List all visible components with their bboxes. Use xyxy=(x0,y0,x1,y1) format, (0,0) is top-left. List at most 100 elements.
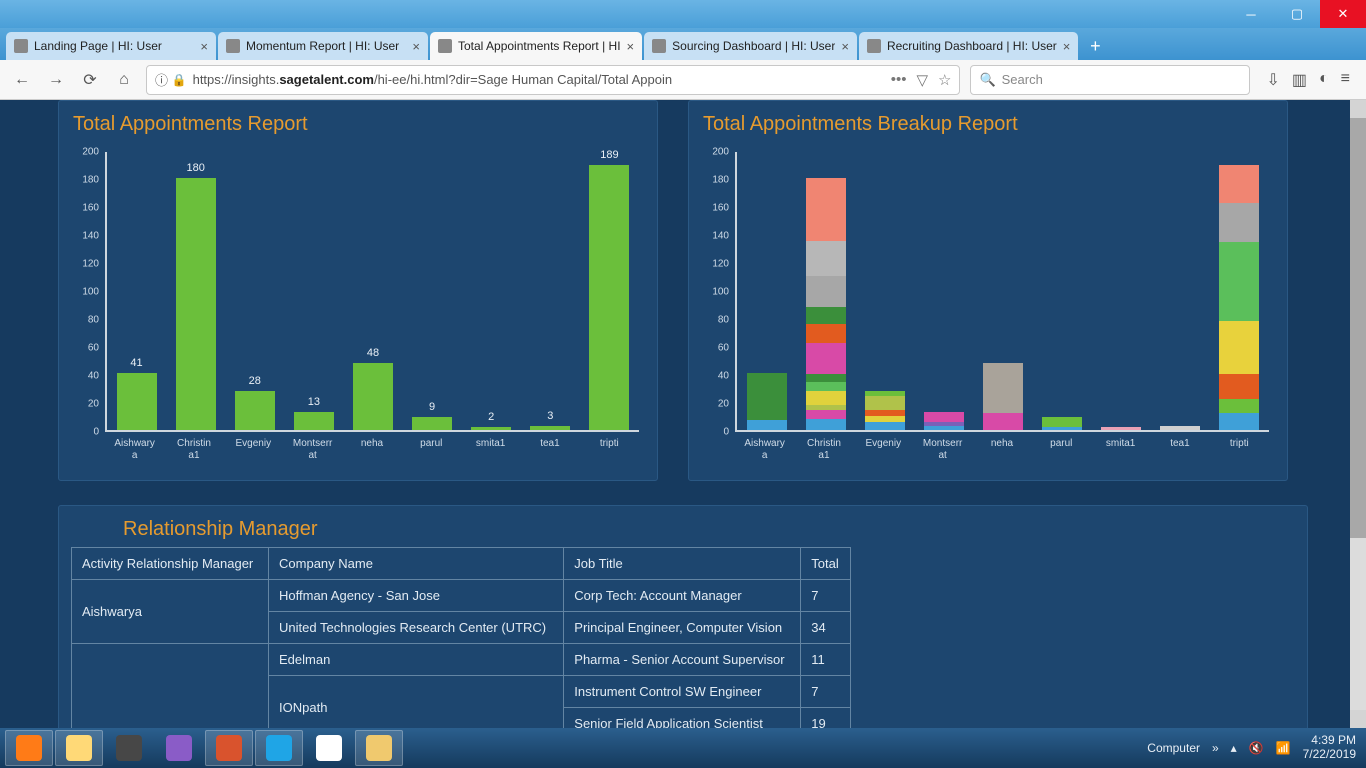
bar[interactable]: 13 xyxy=(294,412,334,430)
taskbar-app-viber[interactable] xyxy=(155,730,203,766)
maximize-button[interactable]: ▢ xyxy=(1274,0,1320,28)
taskbar-app-sublime[interactable] xyxy=(105,730,153,766)
bar[interactable]: 2 xyxy=(471,427,511,430)
cell-job: Corp Tech: Account Manager xyxy=(564,580,801,612)
page-scrollbar[interactable] xyxy=(1350,100,1366,728)
star-icon[interactable]: ☆ xyxy=(938,71,951,89)
stacked-bar[interactable] xyxy=(747,373,787,430)
x-tick: tripti xyxy=(1211,434,1267,472)
y-tick: 60 xyxy=(88,343,99,354)
menu-icon[interactable]: ≡ xyxy=(1341,70,1350,90)
tab-close-icon[interactable]: × xyxy=(412,39,420,54)
bar-segment xyxy=(747,420,787,430)
downloads-icon[interactable]: ⇩ xyxy=(1266,70,1279,90)
scroll-thumb[interactable] xyxy=(1350,118,1366,538)
taskbar-app-firefox[interactable] xyxy=(5,730,53,766)
browser-tab[interactable]: Total Appointments Report | HI× xyxy=(430,32,642,60)
bar-segment xyxy=(1042,417,1082,427)
tray-up-icon[interactable]: ▴ xyxy=(1231,741,1237,755)
tray-more-icon[interactable]: » xyxy=(1212,741,1219,755)
cell-total: 11 xyxy=(801,644,851,676)
bar-segment xyxy=(747,373,787,421)
bar[interactable]: 3 xyxy=(530,426,570,430)
library-icon[interactable]: ▥ xyxy=(1292,70,1307,90)
stacked-bar[interactable] xyxy=(1101,427,1141,430)
network-icon[interactable]: 📶 xyxy=(1276,741,1291,755)
table-row: AishwaryaHoffman Agency - San JoseCorp T… xyxy=(72,580,851,612)
bar-segment xyxy=(1219,242,1259,320)
window-titlebar: ─ ▢ ✕ xyxy=(0,0,1366,28)
cell-total: 34 xyxy=(801,612,851,644)
bar[interactable]: 189 xyxy=(589,165,629,430)
x-tick: Christina1 xyxy=(796,434,852,472)
bar-segment xyxy=(1042,427,1082,430)
y-tick: 200 xyxy=(82,147,99,158)
tray-label[interactable]: Computer xyxy=(1147,741,1200,755)
bar[interactable]: 28 xyxy=(235,391,275,430)
stacked-bar[interactable] xyxy=(983,363,1023,430)
favicon xyxy=(14,39,28,53)
tab-close-icon[interactable]: × xyxy=(1063,39,1071,54)
bar[interactable]: 48 xyxy=(353,363,393,430)
browser-tab[interactable]: Momentum Report | HI: User × xyxy=(218,32,428,60)
bar-segment xyxy=(865,422,905,430)
y-tick: 100 xyxy=(712,287,729,298)
stacked-bar[interactable] xyxy=(1042,417,1082,430)
back-button[interactable]: ← xyxy=(10,68,34,92)
taskbar-app-explorer[interactable] xyxy=(55,730,103,766)
taskbar-app-skype[interactable] xyxy=(255,730,303,766)
reload-button[interactable]: ⟳ xyxy=(78,68,102,92)
panel-total-appointments: Total Appointments Report 02040608010012… xyxy=(58,100,658,481)
bar-value: 180 xyxy=(186,162,204,174)
y-tick: 120 xyxy=(82,259,99,270)
url-bar[interactable]: ⓘ 🔒 https://insights.sagetalent.com/hi-e… xyxy=(146,65,960,95)
table-header: Activity Relationship Manager xyxy=(72,548,269,580)
tab-close-icon[interactable]: × xyxy=(627,39,635,54)
tab-close-icon[interactable]: × xyxy=(841,39,849,54)
y-tick: 80 xyxy=(718,315,729,326)
stacked-bar[interactable] xyxy=(924,412,964,430)
stacked-bar[interactable] xyxy=(806,178,846,430)
scroll-up[interactable] xyxy=(1350,100,1366,118)
stacked-bar[interactable] xyxy=(1219,165,1259,430)
more-icon[interactable]: ••• xyxy=(891,71,907,89)
new-tab-button[interactable]: + xyxy=(1080,32,1110,60)
bar[interactable]: 41 xyxy=(117,373,157,430)
taskbar-app-powerpoint[interactable] xyxy=(205,730,253,766)
browser-tab[interactable]: Landing Page | HI: User× xyxy=(6,32,216,60)
bar-segment xyxy=(806,374,846,382)
taskbar-app-chrome[interactable] xyxy=(305,730,353,766)
scroll-down[interactable] xyxy=(1350,710,1366,728)
bar-value: 9 xyxy=(429,401,435,413)
x-tick: neha xyxy=(344,434,400,472)
cell-company: Edelman xyxy=(269,644,564,676)
forward-button[interactable]: → xyxy=(44,68,68,92)
bar[interactable]: 9 xyxy=(412,417,452,430)
x-tick: tea1 xyxy=(1152,434,1208,472)
search-placeholder: Search xyxy=(1002,72,1043,87)
minimize-button[interactable]: ─ xyxy=(1228,0,1274,28)
shield-icon[interactable]: ▽ xyxy=(916,71,928,89)
chart2-title: Total Appointments Breakup Report xyxy=(703,113,1275,136)
y-tick: 180 xyxy=(712,175,729,186)
browser-tab[interactable]: Sourcing Dashboard | HI: User× xyxy=(644,32,857,60)
pocket-icon[interactable]: ◐ xyxy=(1319,70,1329,90)
tab-close-icon[interactable]: × xyxy=(200,39,208,54)
bar[interactable]: 180 xyxy=(176,178,216,430)
taskbar-app-outlook[interactable] xyxy=(355,730,403,766)
tab-title: Momentum Report | HI: User xyxy=(246,39,406,53)
bar-segment xyxy=(806,241,846,276)
x-tick: smita1 xyxy=(463,434,519,472)
search-bar[interactable]: 🔍 Search xyxy=(970,65,1250,95)
volume-icon[interactable]: 🔇 xyxy=(1249,741,1264,755)
close-button[interactable]: ✕ xyxy=(1320,0,1366,28)
cell-total: 7 xyxy=(801,676,851,708)
search-icon: 🔍 xyxy=(979,72,995,88)
x-tick: Montserrat xyxy=(915,434,971,472)
x-tick: neha xyxy=(974,434,1030,472)
browser-tab[interactable]: Recruiting Dashboard | HI: User× xyxy=(859,32,1078,60)
clock[interactable]: 4:39 PM 7/22/2019 xyxy=(1303,734,1356,762)
stacked-bar[interactable] xyxy=(865,391,905,430)
stacked-bar[interactable] xyxy=(1160,426,1200,430)
home-button[interactable]: ⌂ xyxy=(112,68,136,92)
